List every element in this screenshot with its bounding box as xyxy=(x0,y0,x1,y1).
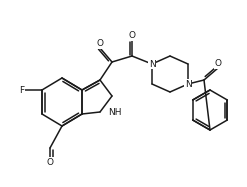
Text: F: F xyxy=(19,85,24,94)
Text: N: N xyxy=(149,59,155,68)
Text: O: O xyxy=(128,31,136,40)
Text: O: O xyxy=(46,158,54,167)
Text: O: O xyxy=(214,59,222,68)
Text: N: N xyxy=(185,79,191,88)
Text: O: O xyxy=(97,39,103,48)
Text: NH: NH xyxy=(108,108,122,117)
